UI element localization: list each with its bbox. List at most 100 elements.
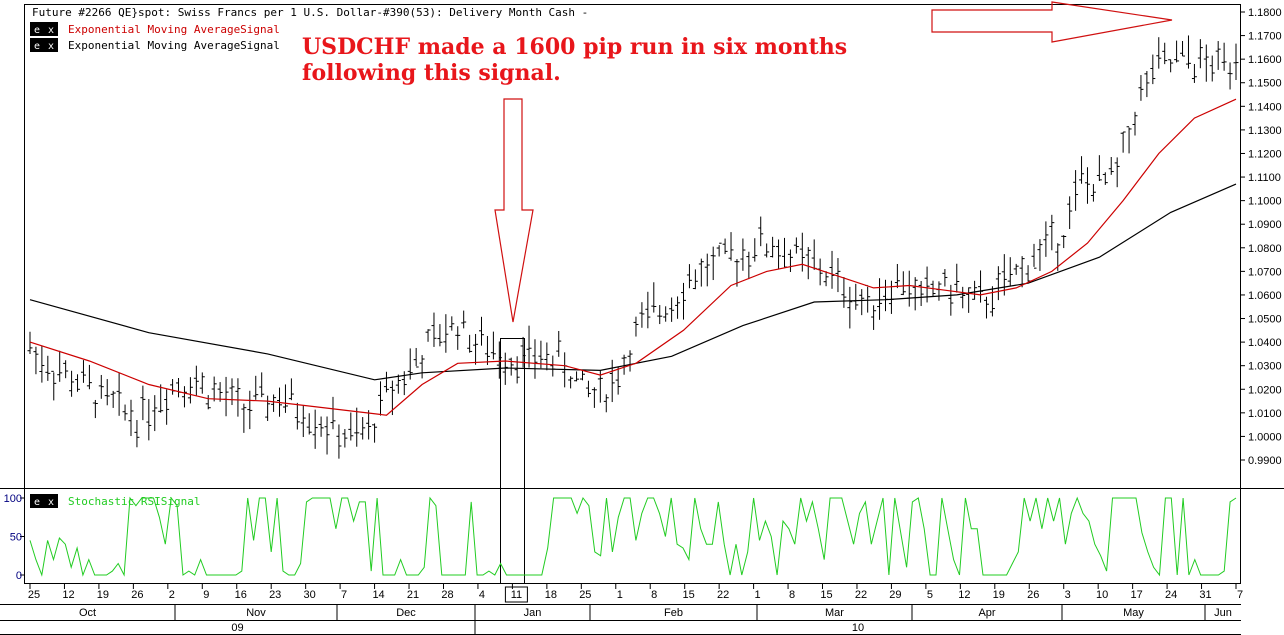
ohlc-bar [1209, 55, 1215, 82]
ex-badge-icon-right [44, 494, 58, 508]
x-tick-label: 1 [755, 589, 761, 601]
ohlc-bar [181, 386, 187, 408]
badge-letter-x: x [48, 25, 54, 36]
ohlc-bar [698, 258, 704, 287]
price-tick-label: 1.0100 [1248, 408, 1282, 420]
ohlc-bar [692, 269, 698, 290]
ohlc-bar [92, 399, 98, 419]
month-label: Feb [664, 607, 683, 619]
price-tick-label: 1.1700 [1248, 31, 1282, 43]
ohlc-bar [324, 416, 330, 455]
ohlc-bar [378, 381, 384, 416]
ema-slow-line [29, 183, 1237, 381]
ohlc-bar [639, 302, 645, 328]
price-tick-label: 1.0400 [1248, 337, 1282, 349]
x-tick-label: 9 [203, 589, 209, 601]
ex-badge-icon [30, 38, 44, 52]
ohlc-bar [360, 417, 366, 440]
ohlc-bar [1037, 239, 1043, 271]
year-labels: 09 10 [231, 620, 864, 634]
ohlc-bar [146, 399, 152, 441]
legend-label-ema-fast: Exponential Moving AverageSignal [68, 23, 280, 36]
x-tick-label: 30 [304, 589, 316, 601]
ohlc-bar [859, 289, 865, 316]
ohlc-bar [122, 404, 128, 421]
ohlc-bar [966, 287, 972, 313]
ohlc-bar [781, 237, 787, 268]
ohlc-bar [1114, 157, 1120, 188]
ohlc-bar [306, 413, 312, 435]
ohlc-bar [271, 394, 277, 412]
x-tick-label: 21 [407, 589, 419, 601]
ohlc-bar [1156, 37, 1162, 69]
ohlc-bar [734, 259, 740, 287]
x-tick-label: 16 [235, 589, 247, 601]
ohlc-bar [473, 333, 479, 365]
x-tick-label: 24 [1165, 589, 1177, 601]
ohlc-bar [57, 350, 63, 382]
stoch-tick-label: 50 [10, 532, 22, 544]
ohlc-bar [580, 370, 586, 381]
x-tick-label: 18 [545, 589, 557, 601]
ohlc-bar [591, 387, 597, 408]
year-label: 10 [852, 622, 864, 634]
legend-label-ema-slow: Exponential Moving AverageSignal [68, 39, 280, 52]
ohlc-bar [651, 282, 657, 313]
ohlc-bar [882, 279, 888, 312]
x-tick-label: 12 [958, 589, 970, 601]
ohlc-bar [140, 385, 146, 421]
ohlc-bar [1090, 184, 1096, 202]
ohlc-bar [764, 243, 770, 258]
ohlc-bar [609, 359, 615, 403]
ohlc-bar [199, 372, 205, 394]
ohlc-bar [1185, 35, 1191, 69]
ohlc-bar [437, 324, 443, 347]
month-label: Nov [246, 607, 266, 619]
ohlc-bar [1013, 263, 1019, 275]
ohlc-bar [372, 423, 378, 443]
ohlc-bar [1067, 196, 1073, 229]
ohlc-bar [853, 283, 859, 310]
ohlc-bar [1049, 214, 1055, 251]
ohlc-bar [787, 249, 793, 273]
ohlc-bar [1102, 172, 1108, 185]
ohlc-bar [817, 258, 823, 286]
ohlc-bar [479, 316, 485, 346]
ohlc-bar [633, 316, 639, 337]
ohlc-bar [1084, 167, 1090, 204]
ohlc-bar [431, 312, 437, 347]
badge-letter-e: e [34, 497, 40, 508]
ohlc-bar [1120, 131, 1126, 153]
price-tick-label: 1.0200 [1248, 384, 1282, 396]
ohlc-bar [354, 407, 360, 447]
ohlc-bar [158, 384, 164, 413]
month-label: Mar [825, 607, 844, 619]
ohlc-bar [217, 382, 223, 402]
price-y-axis: 1.1800 1.1700 1.1600 1.1500 1.1400 1.1300 1.12… [1240, 7, 1282, 467]
price-tick-label: 0.9900 [1248, 455, 1282, 467]
x-tick-label: 26 [131, 589, 143, 601]
x-tick-label: 5 [927, 589, 933, 601]
ohlc-bar [740, 238, 746, 271]
x-tick-label: 7 [1237, 589, 1243, 601]
ohlc-bar [847, 286, 853, 329]
ohlc-bar [1150, 54, 1156, 85]
ohlc-bar [496, 341, 502, 379]
stoch-tick-label: 100 [4, 493, 22, 505]
year-label: 09 [231, 622, 243, 634]
ohlc-bar [793, 237, 799, 254]
price-tick-label: 1.1600 [1248, 54, 1282, 66]
month-label: Apr [978, 607, 995, 619]
ex-badge-icon-right [44, 38, 58, 52]
price-tick-label: 1.0000 [1248, 431, 1282, 443]
ohlc-bar [282, 384, 288, 413]
ohlc-bar [544, 342, 550, 371]
ohlc-bar [918, 280, 924, 307]
ohlc-bar [1168, 59, 1174, 73]
stoch-legend: e x Stochastic RSISignal [30, 494, 200, 508]
ohlc-bar [39, 346, 45, 383]
price-tick-label: 1.0900 [1248, 219, 1282, 231]
x-tick-label: 1 [617, 589, 623, 601]
ohlc-bar [259, 372, 265, 398]
